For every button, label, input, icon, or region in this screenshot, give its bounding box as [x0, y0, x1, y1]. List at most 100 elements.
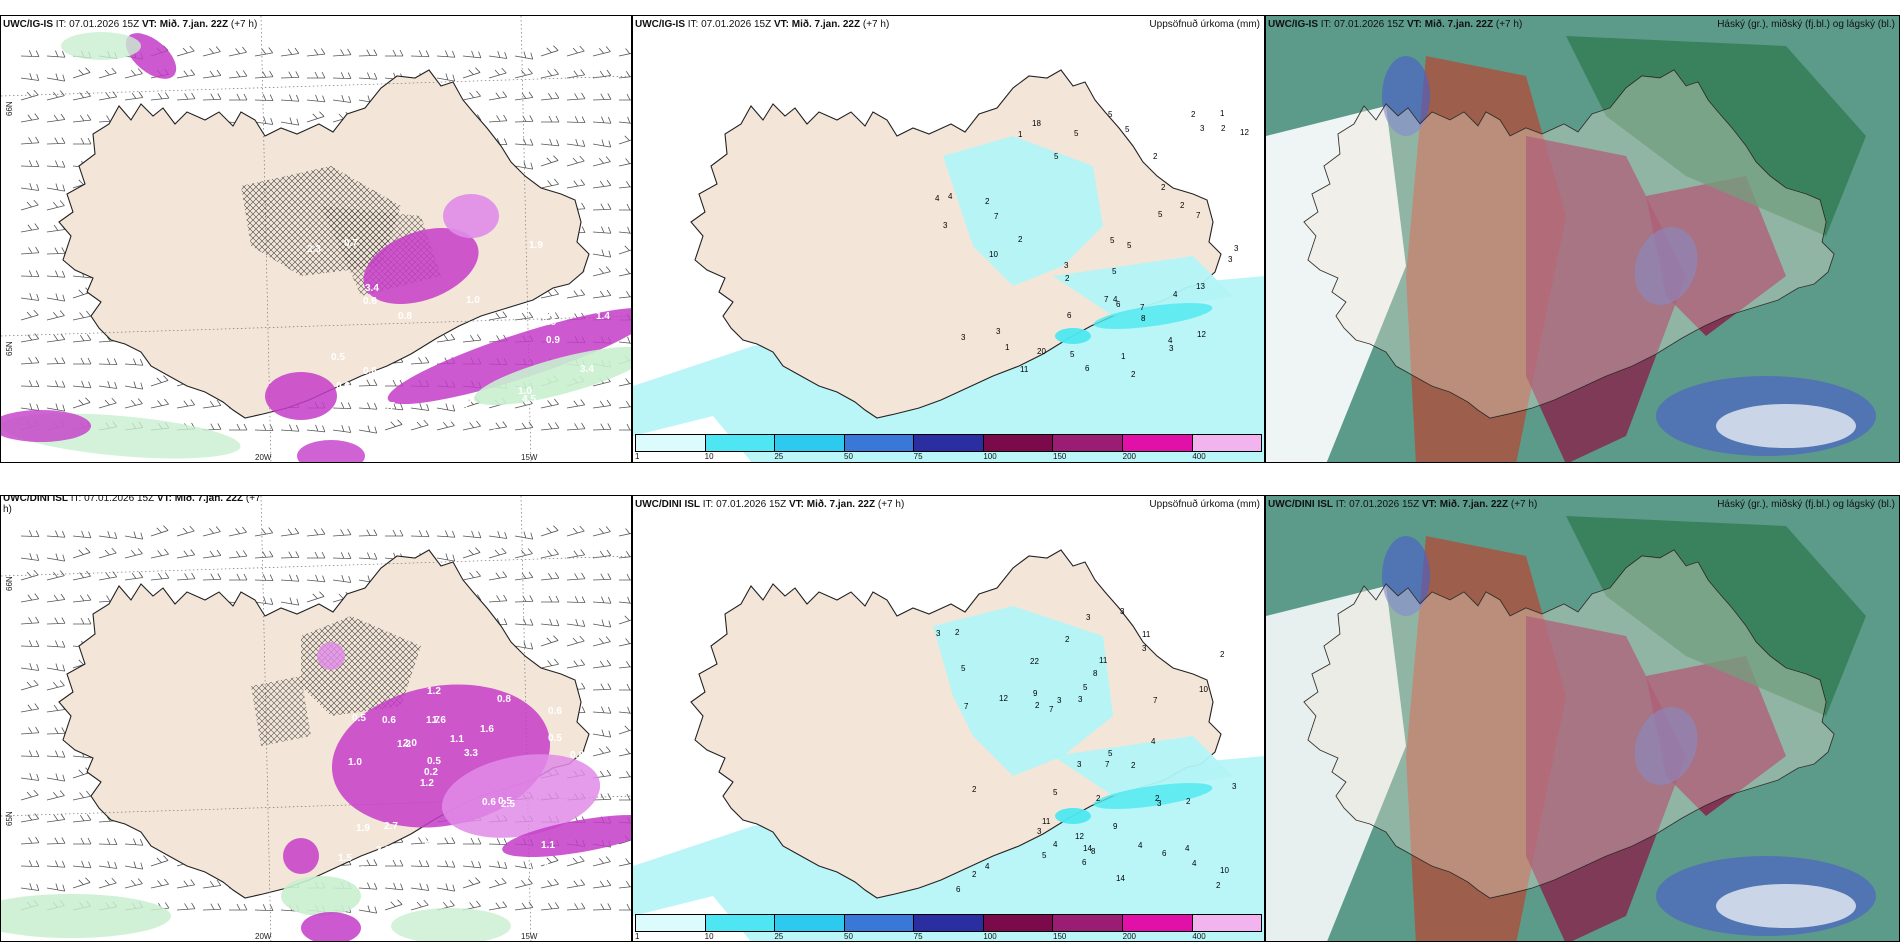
wind-barb — [332, 425, 352, 433]
colorbar-swatch — [914, 915, 984, 931]
panel-dini-precip: UWC/DINI ISL IT: 07.01.2026 15Z VT: Mið.… — [632, 495, 1265, 942]
wind-barb — [592, 46, 611, 57]
wind-barb — [46, 837, 66, 845]
graticule-line — [1, 75, 631, 97]
wind-barb — [540, 878, 559, 889]
wind-barb — [462, 420, 481, 431]
precip-value-label: 6 — [1162, 849, 1167, 858]
wind-barb — [592, 226, 612, 234]
wind-barb — [20, 403, 40, 411]
wind-barb — [566, 179, 586, 189]
wind-barb — [358, 72, 378, 80]
wind-barb — [280, 117, 300, 126]
precip-area — [317, 642, 345, 670]
wind-barb — [20, 836, 40, 845]
lat-label-top: 66N — [5, 576, 14, 591]
clear-area — [1716, 404, 1856, 448]
precip-value-label: 2 — [1191, 110, 1196, 119]
precip-band — [391, 908, 511, 941]
wind-barb — [566, 69, 586, 79]
wind-barb — [150, 878, 169, 889]
wind-barb — [462, 530, 482, 539]
wind-barb — [410, 836, 430, 845]
iceland-landmass — [690, 69, 1222, 419]
precip-value-label: 2 — [985, 197, 990, 206]
wind-barb — [384, 419, 403, 431]
precip-core — [1055, 808, 1091, 824]
wind-barb — [618, 613, 631, 625]
wind-barb — [540, 525, 559, 537]
wind-barb — [73, 837, 92, 845]
wind-barb — [436, 883, 456, 892]
wind-barb — [280, 551, 300, 559]
colorbar-swatch — [983, 435, 1054, 451]
wind-barb — [98, 67, 117, 79]
precip-value-label: 0.5 — [427, 756, 441, 767]
precip-value-label: 2 — [1153, 152, 1158, 161]
low-cloud-dense — [1526, 136, 1686, 462]
wind-barb — [514, 861, 534, 870]
precip-value-label: 5 — [1053, 788, 1058, 797]
wind-barb — [410, 899, 429, 911]
precip-value-label: 6 — [1067, 311, 1072, 320]
precip-value-label: 1 — [1018, 130, 1023, 139]
wind-barb — [566, 659, 586, 669]
precip-value-label: 2 — [1220, 650, 1225, 659]
precip-value-label: 7 — [994, 212, 999, 221]
wind-barb — [46, 357, 66, 365]
precip-value-label: 4 — [985, 862, 990, 871]
precip-value-label: 5 — [1083, 683, 1088, 692]
wind-barb — [358, 529, 378, 537]
precip-band — [281, 876, 361, 916]
wind-barb — [46, 553, 66, 562]
wind-barb — [46, 293, 66, 302]
wind-barb — [46, 160, 66, 168]
precip-value-label: 1.2 — [397, 739, 411, 750]
precip-value-label: 3 — [943, 221, 948, 230]
precip-value-label: 2 — [1065, 274, 1070, 283]
wind-barb — [540, 548, 559, 559]
wind-barb — [592, 706, 612, 714]
wind-barb — [202, 46, 221, 57]
wind-barb — [98, 861, 118, 869]
precip-area — [297, 440, 365, 462]
wind-barb — [488, 838, 508, 846]
wind-barb — [514, 91, 534, 101]
colorbar-swatch — [1192, 915, 1262, 931]
precip-value-label: 5 — [1108, 110, 1113, 119]
colorbar-swatch — [1053, 435, 1123, 451]
wind-barb — [385, 529, 404, 537]
wind-barb — [618, 880, 631, 889]
precip-value-label: 1.9 — [529, 240, 543, 251]
colorbar-tick-label: 50 — [844, 932, 853, 941]
wind-barb — [20, 333, 40, 343]
panel-header: UWC/DINI ISL IT: 07.01.2026 15Z VT: Mið.… — [1268, 499, 1538, 510]
precip-band — [1, 894, 171, 938]
precip-value-label: 2 — [1180, 201, 1185, 210]
precip-area — [301, 912, 361, 941]
precip-value-label: 0.6 — [382, 715, 396, 726]
wind-barb — [46, 593, 66, 603]
precip-value-label: 1.7 — [426, 715, 440, 726]
wind-barb — [72, 310, 91, 321]
precip-value-label: 1.9 — [356, 823, 370, 834]
wind-barb — [385, 859, 404, 867]
wind-barb — [540, 92, 560, 101]
wind-barb — [46, 663, 66, 672]
precip-value-label: 0.7 — [381, 401, 395, 412]
wind-barb — [20, 789, 39, 801]
precip-value-label: 8 — [1093, 669, 1098, 678]
precip-value-label: 1 — [1220, 109, 1225, 118]
snow-cover-hatch — [301, 616, 421, 716]
wind-barb — [436, 50, 456, 58]
precip-value-label: 6 — [1085, 364, 1090, 373]
precip-value-label: 1.4 — [596, 311, 610, 322]
wind-barb — [566, 549, 586, 559]
precip-value-label: 3.4 — [365, 283, 379, 294]
precip-value-label: 18 — [1032, 119, 1041, 128]
precip-value-label: 14 — [1116, 874, 1125, 883]
wind-barb — [540, 422, 560, 431]
wind-barb — [150, 572, 170, 581]
precip-value-label: 1.6 — [480, 724, 494, 735]
wind-barb — [254, 574, 274, 582]
